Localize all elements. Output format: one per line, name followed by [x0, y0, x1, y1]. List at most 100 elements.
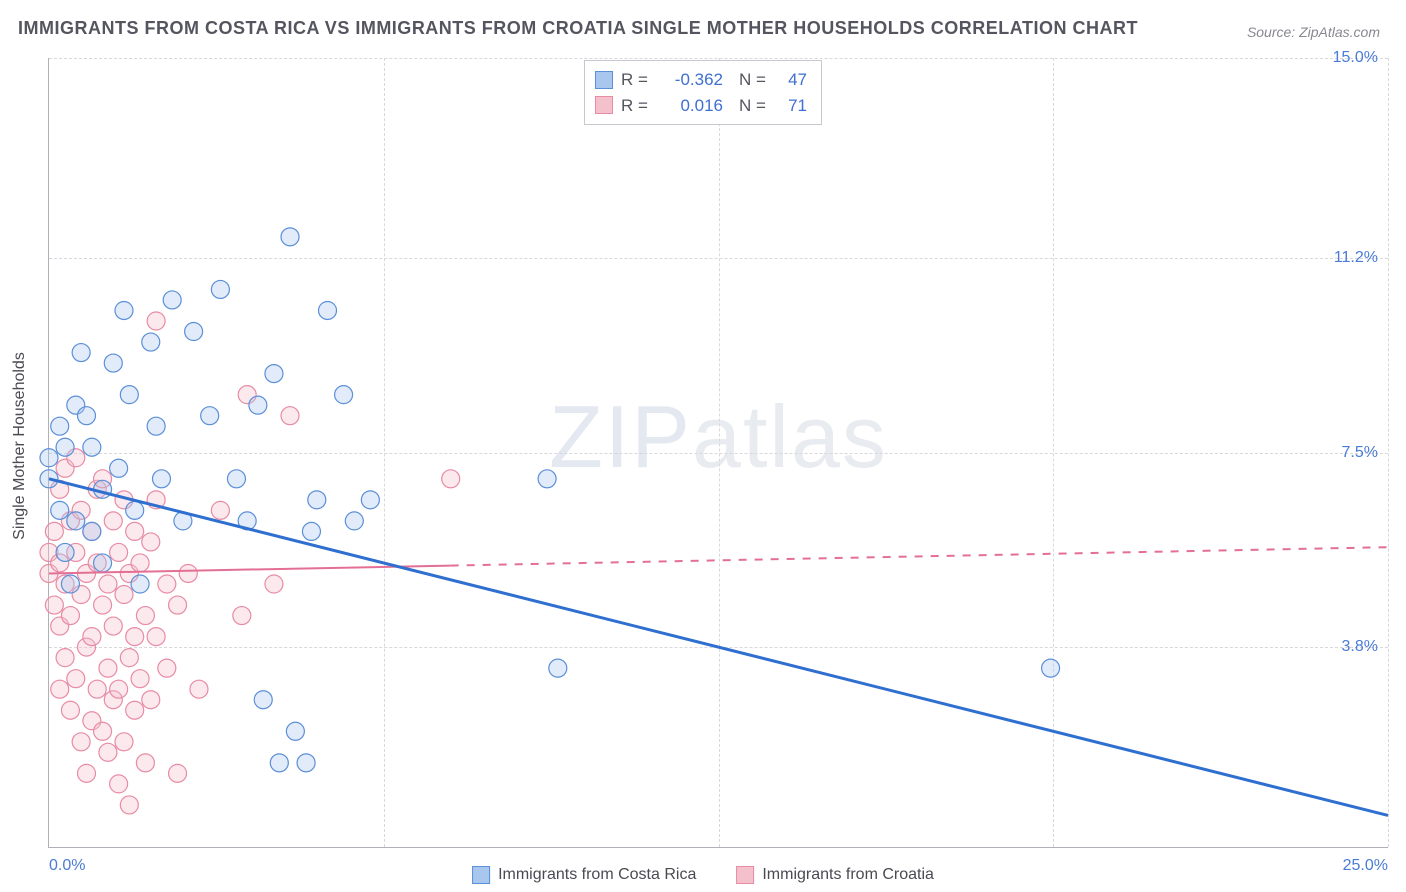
scatter-point [99, 743, 117, 761]
scatter-point [115, 733, 133, 751]
scatter-point [67, 512, 85, 530]
scatter-point [51, 417, 69, 435]
chart-title: IMMIGRANTS FROM COSTA RICA VS IMMIGRANTS… [18, 18, 1138, 39]
scatter-point [201, 407, 219, 425]
correlation-legend: R = -0.362 N = 47 R = 0.016 N = 71 [584, 60, 822, 125]
swatch-series1 [472, 866, 490, 884]
scatter-point [185, 323, 203, 341]
x-tick-label: 25.0% [1343, 857, 1388, 875]
scatter-point [131, 554, 149, 572]
legend-n-label: N = [739, 93, 769, 119]
scatter-point [142, 533, 160, 551]
scatter-point [77, 764, 95, 782]
scatter-point [83, 628, 101, 646]
gridline-v [1388, 58, 1389, 847]
scatter-point [179, 564, 197, 582]
scatter-point [110, 459, 128, 477]
scatter-point [56, 649, 74, 667]
scatter-point [190, 680, 208, 698]
legend-r-label: R = [621, 67, 657, 93]
scatter-point [40, 449, 58, 467]
scatter-point [211, 501, 229, 519]
legend-n-value-1: 47 [777, 67, 807, 93]
swatch-series2 [595, 96, 613, 114]
swatch-series2 [736, 866, 754, 884]
scatter-point [147, 312, 165, 330]
scatter-point [227, 470, 245, 488]
trend-line [451, 547, 1388, 565]
scatter-point [297, 754, 315, 772]
scatter-point [361, 491, 379, 509]
scatter-point [142, 691, 160, 709]
scatter-point [442, 470, 460, 488]
scatter-point [126, 522, 144, 540]
scatter-point [61, 575, 79, 593]
scatter-point [158, 659, 176, 677]
scatter-point [308, 491, 326, 509]
scatter-point [136, 607, 154, 625]
scatter-point [99, 659, 117, 677]
scatter-point [99, 575, 117, 593]
legend-item-series1: Immigrants from Costa Rica [472, 866, 696, 884]
scatter-point [152, 470, 170, 488]
x-tick-label: 0.0% [49, 857, 85, 875]
scatter-point [104, 617, 122, 635]
scatter-point [72, 344, 90, 362]
legend-row-series2: R = 0.016 N = 71 [595, 93, 807, 119]
scatter-point [265, 575, 283, 593]
scatter-point [88, 680, 106, 698]
scatter-point [319, 301, 337, 319]
legend-row-series1: R = -0.362 N = 47 [595, 67, 807, 93]
scatter-point [115, 301, 133, 319]
scatter-point [110, 543, 128, 561]
scatter-point [61, 607, 79, 625]
scatter-point [147, 628, 165, 646]
scatter-point [120, 796, 138, 814]
scatter-point [131, 575, 149, 593]
scatter-point [158, 575, 176, 593]
scatter-point [147, 417, 165, 435]
scatter-point [115, 586, 133, 604]
scatter-point [110, 775, 128, 793]
scatter-point [94, 722, 112, 740]
scatter-point [335, 386, 353, 404]
legend-label-series1: Immigrants from Costa Rica [498, 866, 696, 884]
source-label: Source: ZipAtlas.com [1247, 24, 1380, 40]
scatter-point [126, 501, 144, 519]
scatter-point [126, 701, 144, 719]
scatter-point [345, 512, 363, 530]
scatter-point [1042, 659, 1060, 677]
scatter-point [211, 280, 229, 298]
scatter-point [51, 680, 69, 698]
legend-r-value-2: 0.016 [665, 93, 723, 119]
scatter-point [270, 754, 288, 772]
scatter-point [302, 522, 320, 540]
scatter-point [120, 649, 138, 667]
scatter-point [249, 396, 267, 414]
legend-n-label: N = [739, 67, 769, 93]
scatter-point [281, 228, 299, 246]
scatter-point [94, 596, 112, 614]
scatter-point [142, 333, 160, 351]
scatter-point [163, 291, 181, 309]
scatter-point [136, 754, 154, 772]
scatter-point [67, 670, 85, 688]
scatter-point [72, 733, 90, 751]
legend-r-label: R = [621, 93, 657, 119]
legend-r-value-1: -0.362 [665, 67, 723, 93]
scatter-point [94, 554, 112, 572]
scatter-point [56, 438, 74, 456]
scatter-point [110, 680, 128, 698]
scatter-point [169, 764, 187, 782]
legend-label-series2: Immigrants from Croatia [762, 866, 934, 884]
scatter-point [169, 596, 187, 614]
y-axis-label: Single Mother Households [11, 352, 29, 540]
scatter-point [549, 659, 567, 677]
swatch-series1 [595, 71, 613, 89]
series-legend: Immigrants from Costa Rica Immigrants fr… [472, 866, 934, 884]
scatter-point [61, 701, 79, 719]
scatter-point [77, 407, 95, 425]
scatter-point [131, 670, 149, 688]
scatter-point [265, 365, 283, 383]
scatter-point [56, 543, 74, 561]
